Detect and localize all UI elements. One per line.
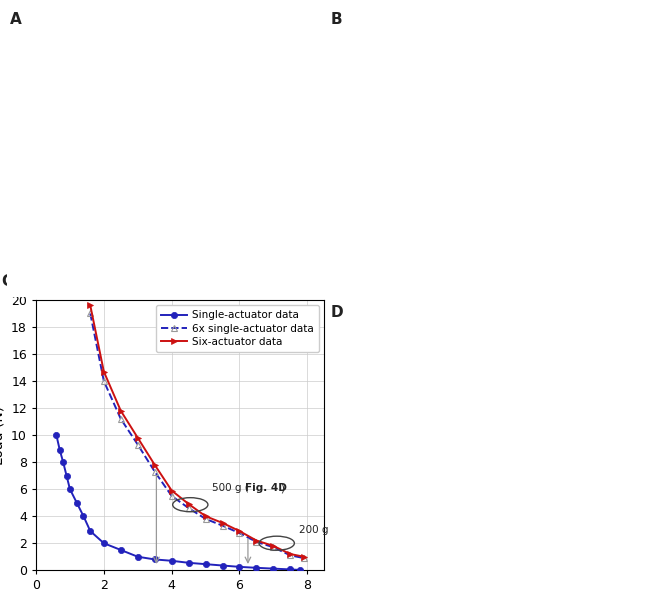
Single-actuator data [59,459,67,466]
Single-actuator data [56,447,64,454]
6x single-actuator data [100,378,108,385]
Six-actuator data [202,513,210,520]
Single-actuator data [269,565,277,572]
6x single-actuator data [168,492,176,500]
Single-actuator data [66,486,74,493]
Text: A: A [10,12,22,27]
Y-axis label: Load (N): Load (N) [0,406,5,465]
Six-actuator data [300,553,308,560]
Text: 200 g (: 200 g ( [299,525,335,535]
Single-actuator data [236,563,244,570]
Line: 6x single-actuator data: 6x single-actuator data [87,310,307,561]
6x single-actuator data [269,544,277,551]
6x single-actuator data [236,529,244,536]
Six-actuator data [86,302,94,309]
Six-actuator data [219,519,227,526]
Single-actuator data [185,559,193,566]
Single-actuator data [73,499,81,506]
Six-actuator data [168,487,176,494]
Six-actuator data [236,527,244,535]
Line: Single-actuator data: Single-actuator data [53,432,304,573]
Text: Fig. 4D: Fig. 4D [245,484,287,494]
Six-actuator data [100,368,108,375]
Single-actuator data [117,546,124,554]
Text: ): ) [367,525,371,535]
Six-actuator data [151,462,159,469]
6x single-actuator data [185,504,193,511]
Legend: Single-actuator data, 6x single-actuator data, Six-actuator data: Single-actuator data, 6x single-actuator… [156,305,319,352]
6x single-actuator data [219,522,227,529]
Single-actuator data [286,566,294,573]
Text: Fig. 4B: Fig. 4B [331,525,373,535]
Single-actuator data [219,562,227,569]
Single-actuator data [252,564,260,571]
Line: Six-actuator data: Six-actuator data [87,302,307,560]
Text: C: C [1,274,12,289]
6x single-actuator data [151,468,159,475]
Text: B: B [331,12,343,27]
6x single-actuator data [202,516,210,523]
Text: 500 g (: 500 g ( [212,484,249,494]
Text: D: D [331,305,343,320]
Six-actuator data [286,551,294,558]
6x single-actuator data [252,538,260,545]
Six-actuator data [185,501,193,508]
Single-actuator data [100,539,108,546]
6x single-actuator data [286,552,294,559]
Single-actuator data [151,556,159,563]
6x single-actuator data [300,555,308,562]
Six-actuator data [134,434,141,441]
Single-actuator data [86,527,94,535]
6x single-actuator data [134,441,141,448]
Six-actuator data [269,542,277,549]
Single-actuator data [79,513,87,520]
Six-actuator data [252,537,260,544]
6x single-actuator data [117,415,124,422]
Single-actuator data [52,431,60,438]
Single-actuator data [134,553,141,560]
Single-actuator data [202,561,210,568]
Single-actuator data [168,557,176,564]
Single-actuator data [297,567,305,574]
Single-actuator data [63,472,71,479]
Text: ): ) [280,484,284,494]
6x single-actuator data [86,310,94,317]
Six-actuator data [117,407,124,415]
